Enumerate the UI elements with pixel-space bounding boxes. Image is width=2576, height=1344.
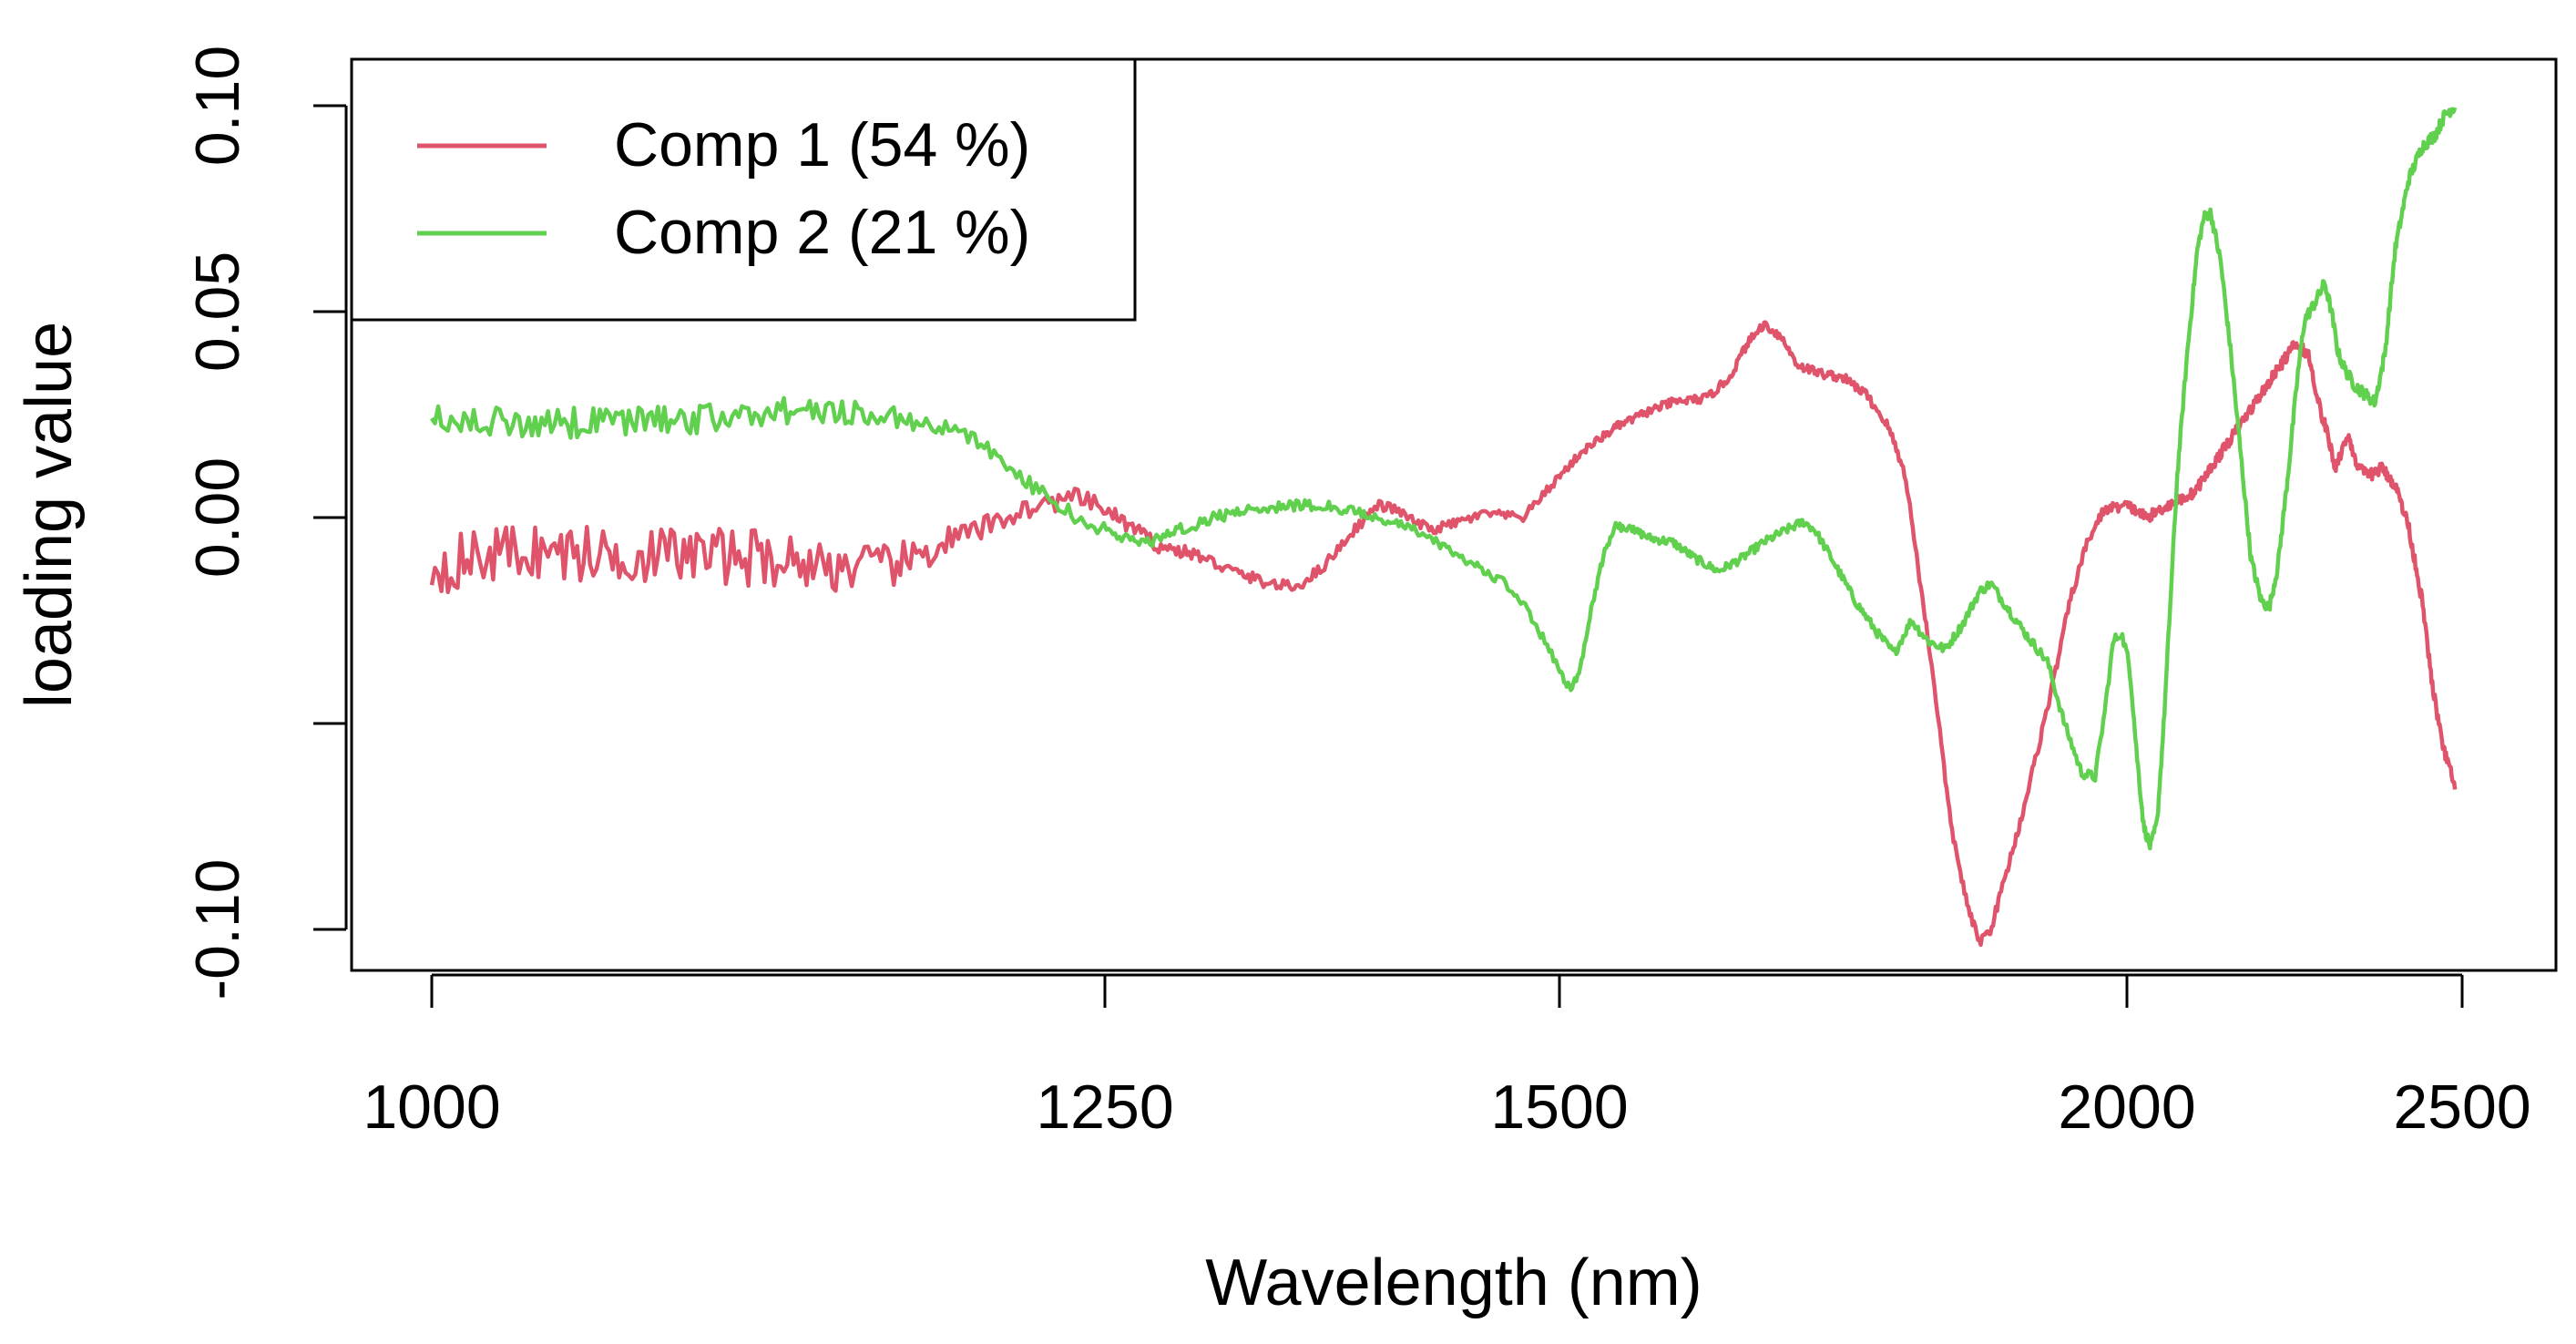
series-layer	[429, 107, 2458, 948]
legend-label-comp-2: Comp 2 (21 %)	[614, 198, 1030, 267]
x-tick-label-2000: 2000	[2058, 1072, 2195, 1142]
legend-box	[350, 57, 1137, 322]
y-tick-label-4: 0.10	[183, 46, 252, 166]
plot-frame	[350, 57, 2558, 972]
y-tick-label-2: 0.00	[183, 457, 252, 578]
series-line-comp-1	[429, 320, 2458, 948]
axes-layer: 1000 1250 1500 2000 2500 -0.10 0.00 0.05 0.10	[183, 46, 2531, 1142]
series-line-comp-2	[430, 107, 2458, 851]
y-tick-label-3: 0.05	[183, 251, 252, 372]
y-tick-label-0: -0.10	[183, 859, 252, 1000]
legend-label-comp-1: Comp 1 (54 %)	[614, 110, 1030, 180]
x-axis-title: Wavelength (nm)	[1205, 1247, 1702, 1319]
x-tick-label-1250: 1250	[1036, 1072, 1173, 1142]
legend: Comp 1 (54 %) Comp 2 (21 %)	[350, 57, 1137, 322]
x-tick-label-1000: 1000	[363, 1072, 500, 1142]
y-axis-title: loading value	[13, 322, 86, 708]
x-tick-label-1500: 1500	[1490, 1072, 1628, 1142]
x-tick-label-2500: 2500	[2393, 1072, 2530, 1142]
